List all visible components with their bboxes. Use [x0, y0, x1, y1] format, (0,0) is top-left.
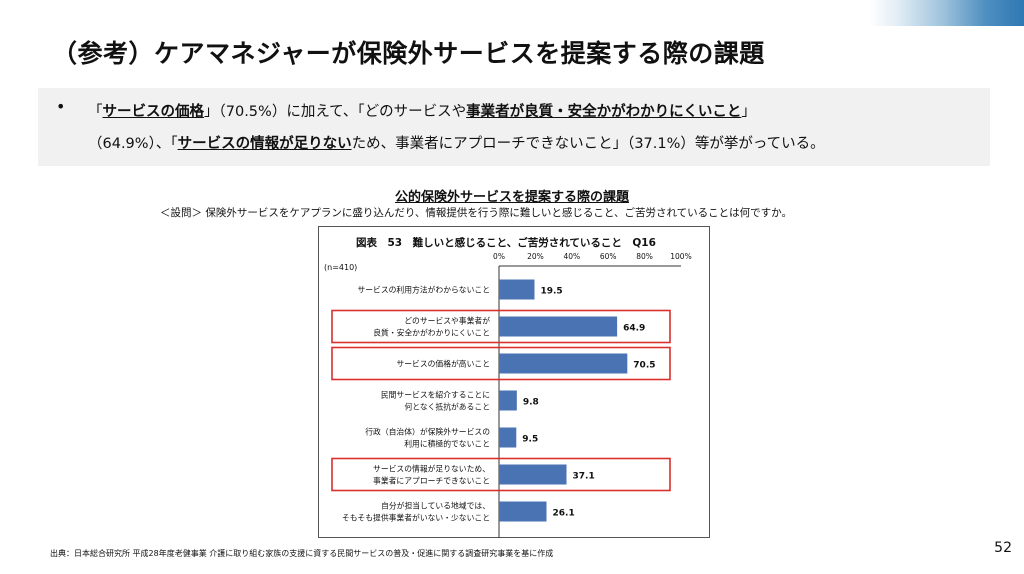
summary-highlight: 事業者が良質・安全かがわかりにくいこと — [466, 104, 742, 120]
summary-text: （64.9%）、「 — [88, 136, 178, 152]
category-label: 民間サービスを紹介することに — [381, 390, 490, 400]
category-label: 自分が担当している地域では、 — [381, 501, 490, 511]
summary-line-1: 「サービスの価格」（70.5%）に加えて、「どのサービスや事業者が良質・安全かが… — [88, 100, 756, 121]
summary-highlight: サービスの価格 — [102, 104, 205, 120]
x-tick-label: 80% — [636, 252, 653, 261]
summary-text: 」 — [741, 104, 756, 120]
summary-text: 「 — [88, 104, 103, 120]
x-tick-label: 20% — [527, 252, 544, 261]
data-label: 9.8 — [523, 398, 539, 408]
summary-box: • 「サービスの価格」（70.5%）に加えて、「どのサービスや事業者が良質・安全… — [38, 88, 990, 166]
chart-frame — [318, 226, 710, 538]
category-label: どのサービスや事業者が — [404, 316, 490, 326]
bar — [499, 353, 628, 374]
highlight-box — [331, 346, 671, 381]
category-label: 良質・安全かがわかりにくいこと — [373, 328, 490, 338]
n-label: (n=410) — [324, 263, 357, 272]
category-label: そもそも提供事業者がいない・少ないこと — [342, 513, 490, 523]
bullet-icon: • — [56, 97, 66, 116]
data-label: 9.5 — [522, 435, 538, 445]
survey-question: ＜設問＞ 保険外サービスをケアプランに盛り込んだり、情報提供を行う際に難しいと感… — [160, 207, 792, 219]
summary-highlight: サービスの情報が足りない — [177, 136, 352, 152]
bar — [499, 390, 517, 411]
chart-heading: 公的保険外サービスを提案する際の課題 — [394, 190, 629, 205]
category-label: サービスの利用方法がわからないこと — [357, 285, 490, 295]
bar — [499, 501, 547, 522]
corner-decoration — [869, 0, 1024, 26]
source-note: 出典：日本総合研究所 平成28年度老健事業 介護に取り組む家族の支援に資する民間… — [50, 549, 554, 558]
x-tick-label: 0% — [493, 252, 505, 261]
data-label: 70.5 — [633, 361, 655, 371]
data-label: 64.9 — [623, 324, 645, 334]
chart-title: 図表 53 難しいと感じること、ご苦労されていること Q16 — [356, 236, 656, 249]
category-label: サービスの価格が高いこと — [396, 359, 490, 369]
data-label: 26.1 — [553, 509, 575, 519]
page-number: 52 — [994, 540, 1012, 556]
bar — [499, 427, 517, 448]
page-title: （参考）ケアマネジャーが保険外サービスを提案する際の課題 — [52, 39, 765, 68]
bar — [499, 464, 567, 485]
x-tick-label: 60% — [600, 252, 617, 261]
data-label: 37.1 — [573, 472, 595, 482]
summary-text: 」（70.5%）に加えて、「どのサービスや — [204, 104, 467, 120]
category-label: 利用に積極的でないこと — [404, 439, 490, 449]
bar — [499, 316, 618, 337]
summary-text: ため、事業者にアプローチできないこと」（37.1%）等が挙がっている。 — [351, 136, 825, 152]
bar — [499, 279, 535, 300]
summary-line-2: （64.9%）、「サービスの情報が足りないため、事業者にアプローチできないこと」… — [88, 132, 825, 153]
x-tick-label: 40% — [563, 252, 580, 261]
highlight-box — [331, 457, 671, 492]
category-label: 事業者にアプローチできないこと — [373, 476, 490, 486]
category-label: 何となく抵抗があること — [404, 402, 490, 412]
category-label: サービスの情報が足りないため、 — [373, 464, 490, 474]
highlight-box — [331, 309, 671, 344]
bar-chart: 図表 53 難しいと感じること、ご苦労されていること Q16 (n=410) 0% 2… — [324, 236, 692, 538]
category-label: 行政（自治体）が保険外サービスの — [365, 427, 490, 437]
data-label: 19.5 — [540, 287, 562, 297]
x-tick-label: 100% — [670, 252, 691, 261]
